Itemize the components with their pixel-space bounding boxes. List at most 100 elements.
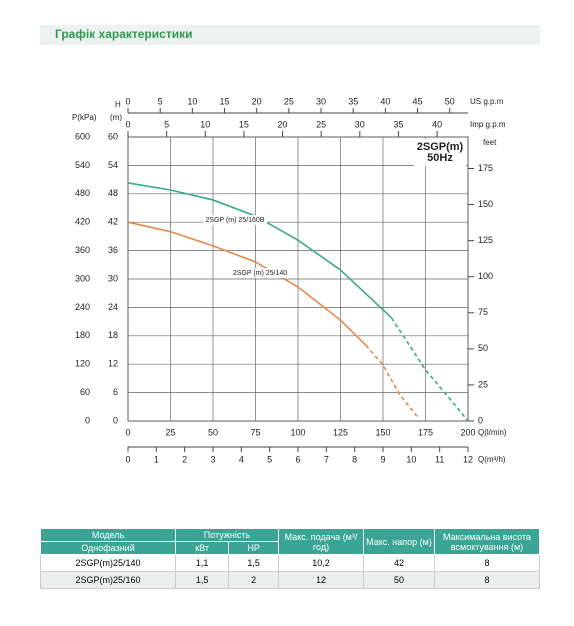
us-tick-label: 30	[316, 96, 326, 106]
q2-tick-label: 6	[295, 454, 300, 464]
imp-tick-label: 15	[239, 119, 249, 129]
y-tick-label: 54	[108, 160, 118, 170]
p-tick-label: 180	[75, 330, 90, 340]
y-tick-label: 24	[108, 302, 118, 312]
y-unit: (m)	[110, 113, 122, 122]
y-tick-label: 30	[108, 273, 118, 283]
cell: 1,1	[174, 554, 230, 572]
p-tick-label: 420	[75, 217, 90, 227]
cell: 8	[434, 554, 540, 572]
label-bg	[203, 215, 267, 225]
q2-tick-label: 8	[352, 454, 357, 464]
q2-tick-label: 4	[239, 454, 244, 464]
q2-tick-label: 12	[463, 454, 473, 464]
q2-tick-label: 10	[406, 454, 416, 464]
imp-tick-label: 5	[164, 119, 169, 129]
y-tick-label: 6	[113, 387, 118, 397]
y2-tick-label: 125	[478, 235, 493, 245]
cell: 1,5	[228, 554, 279, 572]
th: Макс. подача (м³/год)	[278, 528, 364, 555]
y-tick-label: 18	[108, 330, 118, 340]
cell: 2	[228, 571, 279, 589]
th: Потужність	[175, 528, 279, 542]
us-tick-label: 50	[445, 96, 455, 106]
grid	[127, 136, 469, 422]
q2-tick-label: 1	[154, 454, 159, 464]
us-tick-label: 5	[158, 96, 163, 106]
annotation: 50Hz	[427, 152, 453, 164]
cell: 42	[363, 554, 435, 572]
x-tick-label: 0	[125, 427, 130, 437]
imp-tick-label: 0	[125, 119, 130, 129]
th: Однофазний	[40, 541, 176, 555]
x-tick-label: 100	[290, 427, 305, 437]
us-tick-label: 40	[380, 96, 390, 106]
cell: 2SGP(m)25/160	[40, 571, 176, 589]
spec-table: Модель Потужність Макс. подача (м³/год) …	[40, 528, 540, 589]
us-label: US g.p.m	[470, 97, 504, 106]
y-tick-label: 48	[108, 188, 118, 198]
th: Максимальна висота всмоктування (м)	[434, 528, 540, 555]
p-label: P(kPa)	[72, 113, 97, 122]
cell: 50	[363, 571, 435, 589]
p-tick-label: 60	[80, 387, 90, 397]
series-label: 2SGP (m) 25/160B	[205, 217, 264, 224]
q2-tick-label: 0	[125, 454, 130, 464]
p-tick-label: 600	[75, 131, 90, 141]
th: HP	[228, 541, 279, 555]
x-tick-label: 175	[418, 427, 433, 437]
cell: 10,2	[278, 554, 364, 572]
header-bar	[40, 25, 540, 45]
chart-title: Графік характеристики	[55, 27, 192, 41]
x-tick-label: 200	[460, 427, 475, 437]
imp-label: Imp g.p.m	[470, 120, 506, 129]
chart: Графік характеристики H (m) P(kPa) feet …	[40, 25, 540, 464]
series-line	[390, 317, 469, 422]
series-label: 2SGP (m) 25/140	[233, 270, 287, 277]
x-tick-label: 150	[375, 427, 390, 437]
us-tick-label: 45	[413, 96, 423, 106]
y2-tick-label: 150	[478, 199, 493, 209]
cell: 8	[434, 571, 540, 589]
us-tick-label: 10	[187, 96, 197, 106]
y2-tick-label: 0	[478, 415, 483, 425]
imp-tick-label: 40	[432, 119, 442, 129]
q2-tick-label: 5	[267, 454, 272, 464]
imp-tick-label: 30	[355, 119, 365, 129]
p-tick-label: 0	[85, 415, 90, 425]
x-label: Q(l/min)	[478, 428, 507, 437]
annotation: 2SGP(m)	[417, 141, 464, 153]
annotation-box	[414, 139, 466, 166]
x-tick-label: 25	[165, 427, 175, 437]
y2-label: feet	[483, 138, 497, 147]
imp-tick-label: 25	[316, 119, 326, 129]
q2-tick-label: 11	[435, 454, 444, 464]
p-tick-label: 300	[75, 273, 90, 283]
p-tick-label: 540	[75, 160, 90, 170]
x-tick-label: 75	[250, 427, 260, 437]
y-tick-label: 42	[108, 217, 118, 227]
us-tick-label: 35	[348, 96, 358, 106]
us-tick-label: 15	[220, 96, 230, 106]
series-line	[127, 221, 367, 346]
y2-tick-label: 25	[478, 379, 488, 389]
us-tick-label: 25	[284, 96, 294, 106]
us-tick-label: 20	[252, 96, 262, 106]
cell: 12	[278, 571, 364, 589]
p-tick-label: 480	[75, 188, 90, 198]
series-line	[365, 344, 418, 417]
cell: 2SGP(m)25/140	[40, 554, 176, 572]
us-tick-label: 0	[125, 96, 130, 106]
y-tick-label: 0	[113, 415, 118, 425]
th: кВт	[174, 541, 230, 555]
y-tick-label: 36	[108, 245, 118, 255]
y-tick-label: 12	[108, 359, 118, 369]
cell: 1,5	[174, 571, 230, 589]
th: Модель	[40, 528, 176, 542]
q2-label: Q(m³/h)	[478, 455, 506, 464]
th: Макс. напор (м)	[363, 528, 435, 555]
imp-tick-label: 35	[393, 119, 403, 129]
series-line	[127, 182, 393, 319]
y2-tick-label: 75	[478, 307, 488, 317]
